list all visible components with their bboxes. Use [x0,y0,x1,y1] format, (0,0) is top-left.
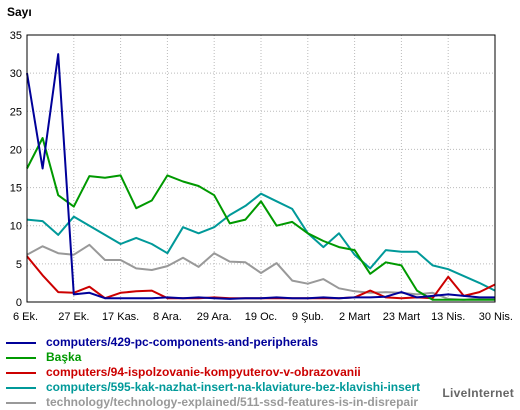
legend-label: technology/technology-explained/511-ssd-… [46,395,419,409]
y-tick-label: 25 [10,106,22,118]
y-tick-label: 10 [10,221,22,233]
legend-item: computers/94-ispolzovanie-kompyuterov-v-… [6,365,516,380]
legend-swatch [6,341,36,344]
x-tick-label: 8 Ara. [153,311,182,323]
legend-swatch [6,356,36,359]
x-tick-label: 6 Ek. [13,311,38,323]
legend-item: Başka [6,350,516,365]
x-tick-label: 30 Nis. [479,311,513,323]
plot-frame [26,34,496,303]
y-tick-labels: 0 5 10 15 20 25 30 35 [10,30,22,309]
y-tick-label: 20 [10,144,22,156]
legend: computers/429-pc-components-and-peripher… [6,335,516,410]
watermark: LiveInternet [442,386,514,400]
legend-label: computers/595-kak-nazhat-insert-na-klavi… [46,380,421,394]
x-tick-label: 29 Ara. [197,311,232,323]
legend-item: computers/429-pc-components-and-peripher… [6,335,516,350]
line-chart: Sayı 0 5 10 15 20 25 30 35 6 Ek. 27 Ek. 17 Kas. 8 … [7,5,513,323]
y-tick-label: 0 [16,297,22,309]
legend-label: Başka [46,350,82,364]
x-tick-label: 17 Kas. [102,311,139,323]
y-axis-title: Sayı [7,5,32,19]
series-line [26,255,496,300]
series-line [26,243,495,301]
series-lines [26,53,496,301]
x-tick-label: 23 Mart [383,311,420,323]
series-line [26,192,496,292]
y-tick-label: 30 [10,68,22,80]
x-tick-label: 2 Mart [339,311,370,323]
x-tick-label: 9 Şub. [292,311,324,323]
y-tick-label: 15 [10,183,22,195]
grid [26,34,496,303]
x-tick-label: 27 Ek. [58,311,89,323]
x-tick-label: 13 Nis. [431,311,465,323]
legend-item: computers/595-kak-nazhat-insert-na-klavi… [6,380,516,395]
y-tick-label: 35 [10,30,22,42]
x-tick-label: 19 Oc. [245,311,277,323]
legend-swatch [6,401,36,404]
legend-item: technology/technology-explained/511-ssd-… [6,395,516,410]
y-tick-label: 5 [16,259,22,271]
legend-swatch [6,386,36,389]
legend-swatch [6,371,36,374]
legend-label: computers/429-pc-components-and-peripher… [46,335,319,349]
x-tick-labels: 6 Ek. 27 Ek. 17 Kas. 8 Ara. 29 Ara. 19 Oc. 9 Ş… [13,311,513,323]
legend-label: computers/94-ispolzovanie-kompyuterov-v-… [46,365,361,379]
series-line [26,53,495,300]
series-line [26,137,495,301]
